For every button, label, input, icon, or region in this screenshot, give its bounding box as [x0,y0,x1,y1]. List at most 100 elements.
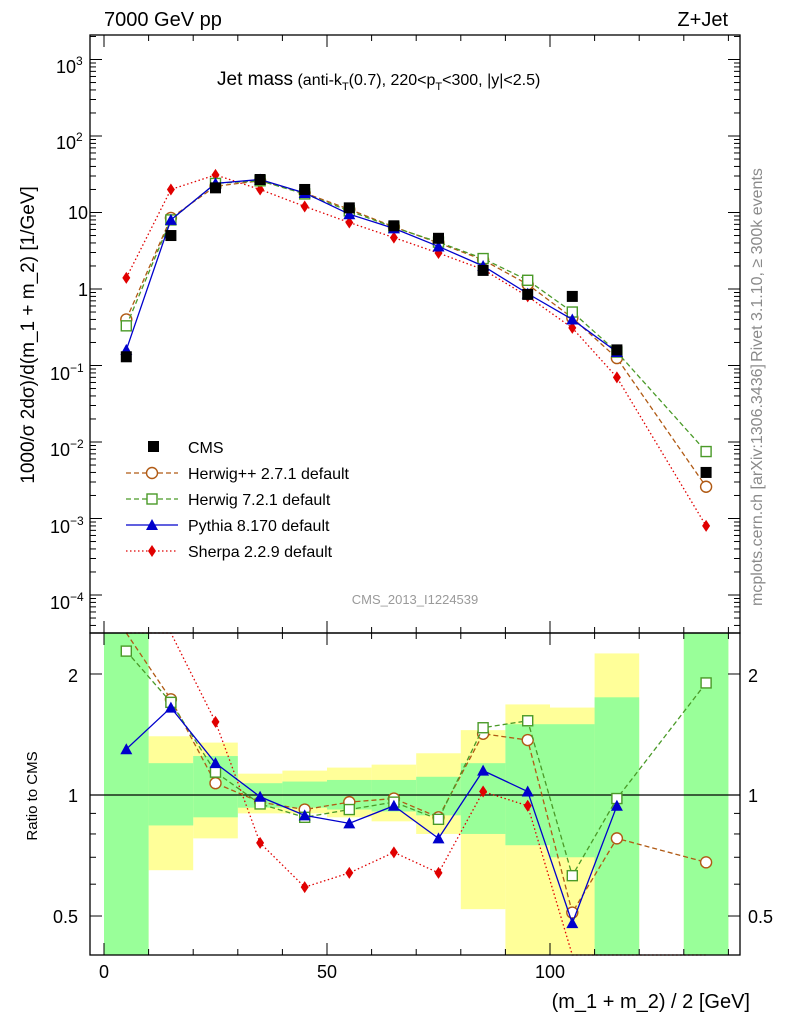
ratio-point-sherpa-2-2-9-default [300,881,309,894]
main-point-sherpa-2-2-9-default [702,519,711,532]
legend-marker-sherpa [148,545,156,557]
ratio-point-herwig-2-7-1-default [699,856,713,869]
ratio-point-herwig-7-2-1-default [522,715,534,727]
main-point-cms [611,344,623,356]
ratio-point-herwig-7-2-1-default [120,645,133,657]
legend: CMS Herwig++ 2.7.1 default Herwig 7.2.1 … [126,440,350,561]
rivet-label: Rivet 3.1.10, ≥ 300k events [749,168,766,362]
ratio-point-herwig-7-2-1-default [477,722,489,734]
title-main: Jet mass [217,69,293,90]
title-post: <300, |y|<2.5) [442,72,540,89]
main-point-herwig-2-7-1-default [699,480,713,493]
main-series-herwig-7-2-1-default [120,175,712,458]
xtick-50: 50 [317,962,337,982]
ytick-1e0: 1 [78,280,88,300]
ratio-plot-frame [89,632,741,956]
ratio-band-inner [550,724,595,858]
title-sub1: T [342,81,349,93]
ratio-point-herwig-7-2-1-default [343,803,355,816]
main-series-layer [120,168,713,532]
legend-herwigpp: Herwig++ 2.7.1 default [188,466,350,483]
ytick-1em4: 10−4 [50,590,84,613]
main-point-cms [165,230,177,242]
main-point-sherpa-2-2-9-default [568,321,577,334]
main-point-pythia-8-170-default [343,208,356,220]
main-point-cms [299,183,311,195]
ratio-series-pythia-8-170-default [120,701,623,929]
title-mid: (0.7), 220<p [349,72,436,89]
ratio-point-pythia-8-170-default [298,809,311,821]
ratio-point-herwig-7-2-1-default [432,813,445,826]
main-line-herwig-7-2-1-default [125,180,707,452]
ratio-band-inner [148,763,194,826]
main-point-cms [388,220,400,232]
title-sub2: T [435,81,442,93]
header-process: Z+Jet [677,9,728,31]
main-point-cms [700,466,712,478]
main-point-cms [433,232,444,244]
y-axis-label: 1000/σ 2dσ)/d(m_1 + m_2) [1/GeV] [18,186,39,484]
main-point-herwig-7-2-1-default [120,320,133,332]
legend-marker-pythia [146,519,158,530]
plot-title: Jet mass (anti-kT(0.7), 220<pT<300, |y|<… [217,69,540,93]
ratio-point-pythia-8-170-default [477,764,490,776]
ratio-point-herwig-7-2-1-default [700,677,712,689]
ratio-band-inner [104,633,149,955]
ratio-point-pythia-8-170-default [254,790,267,802]
main-point-cms [210,182,221,194]
ratio-point-pythia-8-170-default [387,799,400,811]
legend-marker-herwigpp [145,466,159,480]
ratio-point-herwig-2-7-1-default [521,733,534,747]
ratio-point-pythia-8-170-default [120,743,133,755]
ytick-1e2: 102 [56,130,83,153]
ratio-point-herwig-2-7-1-default [610,832,624,845]
main-point-cms [254,174,266,186]
main-point-cms [566,290,578,302]
main-point-cms [522,288,534,300]
legend-sherpa: Sherpa 2.2.9 default [188,544,333,561]
main-point-cms [477,264,489,276]
main-point-sherpa-2-2-9-default [345,216,354,229]
header-energy: 7000 GeV pp [104,9,222,31]
main-point-pythia-8-170-default [432,240,445,252]
main-point-sherpa-2-2-9-default [122,271,131,284]
legend-pythia: Pythia 8.170 default [188,518,330,535]
ratio-point-herwig-7-2-1-default [209,766,222,778]
analysis-watermark: CMS_2013_I1224539 [352,592,479,607]
ratio-ytick-1: 1 [68,786,78,806]
main-point-herwig-7-2-1-default [522,274,534,286]
ratio-ytick-2: 2 [68,666,78,686]
legend-herwig7: Herwig 7.2.1 default [188,492,331,509]
legend-marker-herwig7 [146,493,158,505]
main-point-sherpa-2-2-9-default [389,231,398,244]
ratio-point-pythia-8-170-default [566,917,579,929]
legend-cms: CMS [188,440,224,457]
ratio-point-pythia-8-170-default [343,817,356,829]
x-axis-label: (m_1 + m_2) / 2 [GeV] [552,991,750,1013]
ratio-band-inner [416,776,461,816]
ratio-ytick-2-right: 2 [748,666,758,686]
ratio-ytick-0p5: 0.5 [53,907,78,927]
ratio-ytick-1-right: 1 [748,786,758,806]
main-series-cms [120,174,712,478]
ratio-point-pythia-8-170-default [164,701,177,713]
ratio-y-axis-label: Ratio to CMS [24,751,41,840]
main-point-pythia-8-170-default [164,213,177,225]
main-point-sherpa-2-2-9-default [166,183,175,196]
axis-ticks [90,35,740,955]
xtick-100: 100 [535,962,565,982]
ytick-1e3: 103 [56,54,83,77]
ratio-point-sherpa-2-2-9-default [389,846,398,859]
ratio-point-pythia-8-170-default [521,785,534,797]
ratio-point-sherpa-2-2-9-default [523,799,532,812]
ratio-point-herwig-7-2-1-default [566,869,578,882]
ytick-1em3: 10−3 [50,514,84,537]
main-point-herwig-7-2-1-default [700,445,712,458]
mcplots-label: mcplots.cern.ch [arXiv:1306.3436] [749,364,766,606]
ratio-point-pythia-8-170-default [432,832,445,844]
main-point-cms [120,351,132,363]
ratio-point-sherpa-2-2-9-default [345,866,354,879]
main-y-tick-labels: 103 102 10 1 10−1 10−2 10−3 10−4 [50,54,88,613]
main-point-sherpa-2-2-9-default [300,200,309,213]
